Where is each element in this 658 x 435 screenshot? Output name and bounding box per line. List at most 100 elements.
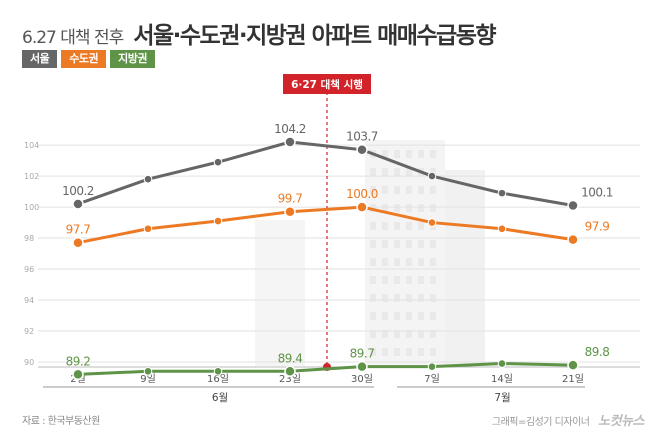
data-label-regional: 89.7 xyxy=(350,347,375,361)
building-window xyxy=(382,312,388,320)
data-point-seoul xyxy=(427,171,437,181)
building-window xyxy=(418,312,424,320)
building-window xyxy=(406,168,412,176)
series-line-regional xyxy=(77,362,574,376)
y-tick-label: 92 xyxy=(24,327,34,336)
building-window xyxy=(394,240,400,248)
building-window xyxy=(382,168,388,176)
legend-regional: 지방권 xyxy=(110,50,155,68)
building-window xyxy=(394,294,400,302)
data-point-seoul xyxy=(284,136,296,148)
building-window xyxy=(418,204,424,212)
building-window xyxy=(370,186,376,194)
building-window xyxy=(370,294,376,302)
title-row: 6.27 대책 전후 서울·수도권·지방권 아파트 매매수급동향 xyxy=(22,16,497,50)
building-window xyxy=(370,240,376,248)
y-tick-label: 102 xyxy=(24,172,39,181)
x-tick-label: 9일 xyxy=(140,373,156,385)
y-tick-label: 96 xyxy=(24,265,34,274)
building-window xyxy=(418,186,424,194)
data-point-seoul xyxy=(72,198,84,210)
data-point-regional xyxy=(143,366,153,376)
building-window xyxy=(418,150,424,158)
building-window xyxy=(430,294,436,302)
data-point-capital xyxy=(72,236,84,249)
building-window xyxy=(394,204,400,212)
building-window xyxy=(430,348,436,356)
building-window xyxy=(430,204,436,212)
building-window xyxy=(394,276,400,284)
y-tick-label: 94 xyxy=(24,296,34,305)
data-label-regional: 89.8 xyxy=(585,345,610,359)
building-window xyxy=(418,348,424,356)
data-label-capital: 100.0 xyxy=(346,187,378,201)
building-window xyxy=(418,258,424,266)
building-window xyxy=(418,294,424,302)
building-window xyxy=(430,258,436,266)
building-window xyxy=(406,258,412,266)
y-tick-label: 104 xyxy=(24,141,39,150)
data-label-seoul: 103.7 xyxy=(346,130,378,144)
building-window xyxy=(394,258,400,266)
series-line-capital xyxy=(77,205,574,245)
data-point-regional xyxy=(72,368,84,381)
building-window xyxy=(418,222,424,230)
building-window xyxy=(406,348,412,356)
legend-seoul: 서울 xyxy=(22,50,58,68)
data-point-seoul xyxy=(567,199,579,212)
building-window xyxy=(382,258,388,266)
source-note: 자료 : 한국부동산원 xyxy=(22,416,100,427)
y-tick-label: 98 xyxy=(24,234,34,243)
building-window xyxy=(406,276,412,284)
x-tick-label: 7일 xyxy=(424,373,440,385)
building-window xyxy=(394,348,400,356)
policy-annotation: 6·27 대책 시행 xyxy=(291,78,363,91)
building-window xyxy=(406,240,412,248)
y-tick-label: 100 xyxy=(24,203,39,212)
x-tick-label: 14일 xyxy=(491,373,513,385)
building-window xyxy=(370,330,376,338)
data-point-regional xyxy=(567,359,579,371)
building-window xyxy=(430,330,436,338)
y-tick-label: 90 xyxy=(24,358,34,367)
building-window xyxy=(430,312,436,320)
data-label-capital: 97.9 xyxy=(585,220,610,234)
building-window xyxy=(394,312,400,320)
building-shape xyxy=(255,220,305,366)
data-label-regional: 89.4 xyxy=(278,351,303,365)
building-window xyxy=(394,186,400,194)
data-label-seoul: 100.2 xyxy=(62,184,94,198)
building-window xyxy=(370,348,376,356)
background-buildings xyxy=(255,140,485,366)
data-point-regional xyxy=(213,366,223,376)
building-window xyxy=(370,258,376,266)
building-window xyxy=(394,150,400,158)
building-window xyxy=(382,276,388,284)
building-window xyxy=(406,222,412,230)
building-window xyxy=(418,240,424,248)
x-tick-label: 16일 xyxy=(207,373,229,385)
building-window xyxy=(394,330,400,338)
building-window xyxy=(382,330,388,338)
legend-capital: 수도권 xyxy=(61,50,107,68)
building-window xyxy=(382,240,388,248)
building-window xyxy=(370,312,376,320)
building-window xyxy=(430,276,436,284)
building-window xyxy=(382,204,388,212)
building-window xyxy=(418,276,424,284)
data-point-seoul xyxy=(497,188,507,198)
data-point-capital xyxy=(213,216,223,226)
data-label-capital: 97.7 xyxy=(66,223,91,237)
credit-note: 그래픽=김성기 디자이너 노컷뉴스 xyxy=(492,410,645,429)
building-window xyxy=(370,222,376,230)
month-label: 6월 xyxy=(212,392,228,404)
data-label-seoul: 104.2 xyxy=(274,122,306,136)
data-point-seoul xyxy=(143,174,153,184)
building-window xyxy=(406,312,412,320)
policy-annotation-box xyxy=(283,74,371,94)
data-label-regional: 89.2 xyxy=(66,354,91,368)
data-point-regional xyxy=(497,359,507,368)
building-window xyxy=(382,186,388,194)
building-window xyxy=(406,294,412,302)
